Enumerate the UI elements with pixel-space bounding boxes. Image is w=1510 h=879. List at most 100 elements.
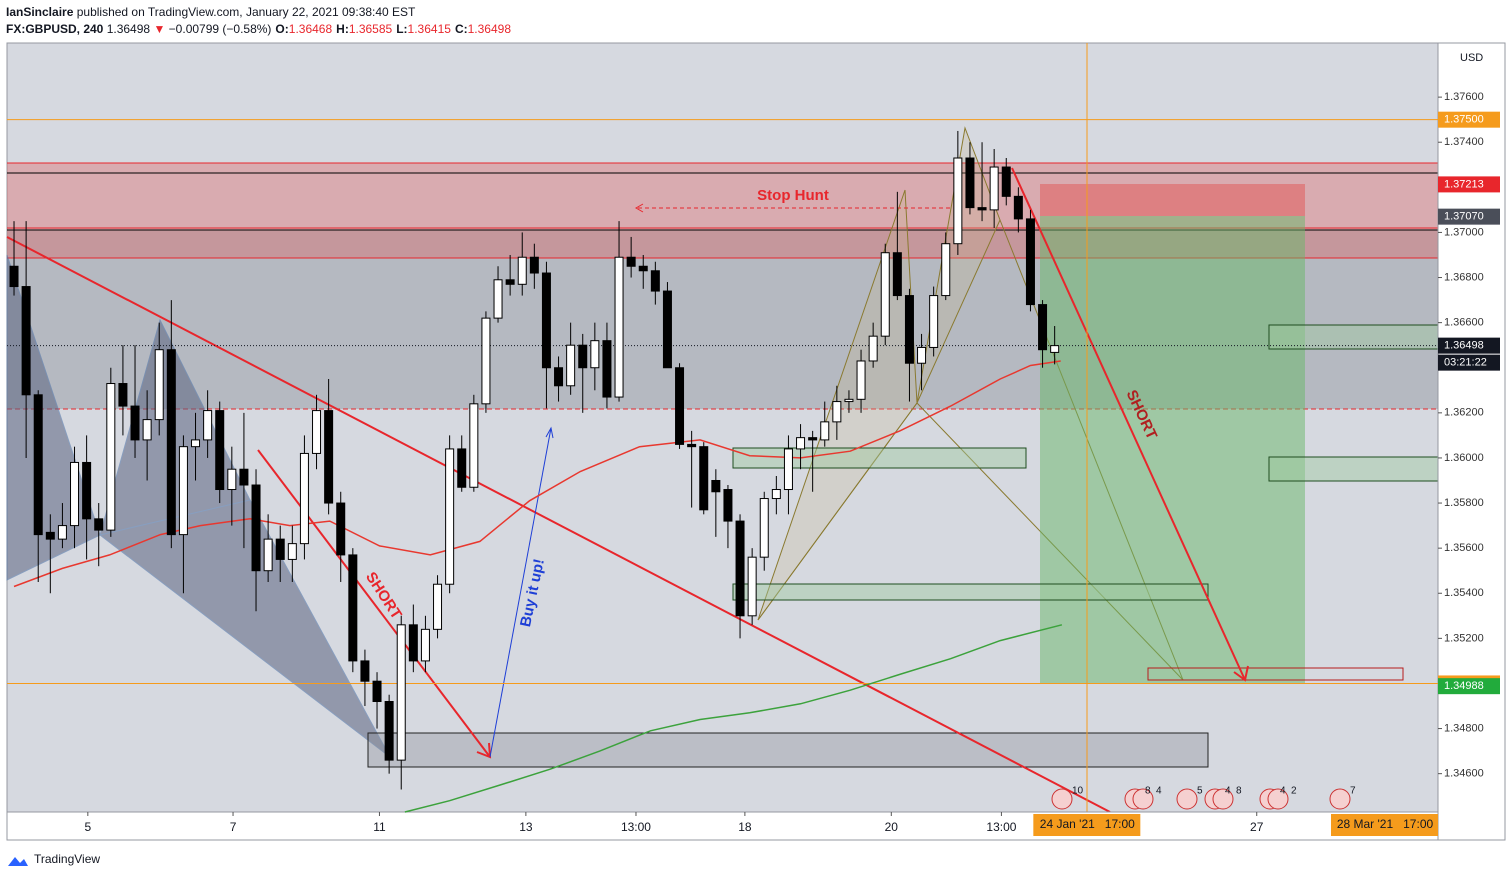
candle-body xyxy=(590,340,600,369)
event-count: 7 xyxy=(1350,786,1356,797)
candle-body xyxy=(989,166,999,211)
logo xyxy=(8,857,28,866)
candle-body xyxy=(747,556,757,617)
candle-body xyxy=(299,452,309,545)
candle-body xyxy=(493,279,503,319)
support-box xyxy=(367,732,1209,768)
time-axis xyxy=(6,811,1439,841)
candle-body xyxy=(771,489,781,500)
candle-body xyxy=(505,279,515,285)
price-label: 1.37500 xyxy=(1444,114,1484,126)
candle-body xyxy=(457,448,467,488)
candle-body xyxy=(602,340,612,398)
candle-body xyxy=(142,419,152,441)
candle-body xyxy=(57,525,67,540)
candle-body xyxy=(227,468,237,491)
y-tick-label: 1.35200 xyxy=(1444,632,1484,644)
y-tick-label: 1.34800 xyxy=(1444,722,1484,734)
candle-body xyxy=(578,344,588,369)
candle-body xyxy=(626,256,636,267)
candle-body xyxy=(687,443,697,448)
y-tick-label: 1.34600 xyxy=(1444,768,1484,780)
ohlc-label: O: xyxy=(275,22,288,36)
candle-body xyxy=(614,256,624,398)
candle-body xyxy=(1038,304,1048,351)
candle-body xyxy=(529,256,539,274)
date-highlight-label: 28 Mar '21 17:00 xyxy=(1337,817,1434,831)
event-icon xyxy=(1267,788,1289,810)
candle-body xyxy=(711,479,721,493)
y-tick-label: 1.36800 xyxy=(1444,271,1484,283)
candle-body xyxy=(856,360,866,400)
candle-body xyxy=(1001,166,1011,197)
candle-body xyxy=(1013,195,1023,220)
candle-body xyxy=(904,295,914,364)
author: IanSinclaire xyxy=(6,5,74,19)
ohlc-value: 1.36415 xyxy=(408,22,452,36)
candle-body xyxy=(263,538,273,572)
event-count: 4 xyxy=(1225,786,1231,797)
published: published on TradingView.com, January 22… xyxy=(77,5,416,19)
ohlc-label: H: xyxy=(336,22,349,36)
price-axis xyxy=(1437,42,1506,841)
candle-body xyxy=(94,518,104,531)
candle-body xyxy=(1050,345,1060,353)
event-icon xyxy=(1051,788,1073,810)
header-line-2: FX:GBPUSD, 240 1.36498 ▼ −0.00799 (−0.58… xyxy=(6,22,511,36)
y-tick-label: 1.35800 xyxy=(1444,497,1484,509)
candle-body xyxy=(820,421,830,441)
candle-body xyxy=(783,448,793,491)
candle-body xyxy=(892,252,902,297)
candle-body xyxy=(408,624,418,662)
ohlc-value: 1.36585 xyxy=(349,22,393,36)
candle-body xyxy=(275,538,285,560)
candle-body xyxy=(735,520,745,617)
candle-body xyxy=(481,317,491,405)
price-label: 1.37213 xyxy=(1444,178,1484,190)
timer: 03:21:22 xyxy=(1444,357,1487,369)
x-tick-label: 13:00 xyxy=(621,820,651,834)
buy-arrow xyxy=(489,426,554,758)
x-tick-label: 20 xyxy=(885,820,899,834)
target-zone xyxy=(1040,216,1305,684)
event-icon xyxy=(1329,788,1351,810)
candle-body xyxy=(929,295,939,348)
candle-body xyxy=(1025,218,1035,306)
target-box xyxy=(1147,667,1404,681)
price-label: 1.37070 xyxy=(1444,211,1484,223)
candle-body xyxy=(977,207,987,211)
event-count: 8 xyxy=(1236,786,1242,797)
price-label-box xyxy=(1438,111,1500,128)
footer-brand: TradingView xyxy=(34,852,100,866)
candle-body xyxy=(662,290,672,369)
ohlc-label: L: xyxy=(396,22,407,36)
ohlc-value: 1.36468 xyxy=(289,22,333,36)
ohlc-value: 1.36498 xyxy=(468,22,512,36)
y-tick-label: 1.37600 xyxy=(1444,91,1484,103)
timer-box xyxy=(1438,354,1500,371)
annotation: Stop Hunt xyxy=(757,187,829,204)
candle-body xyxy=(324,410,334,504)
candle-body xyxy=(130,405,140,441)
candle-body xyxy=(675,367,685,445)
candle-body xyxy=(759,498,769,558)
short-arrows xyxy=(257,167,1249,759)
event-count: 5 xyxy=(1197,786,1203,797)
x-tick-label: 13:00 xyxy=(986,820,1016,834)
candle-body xyxy=(215,410,225,491)
currency: USD xyxy=(1460,52,1483,64)
candle-body xyxy=(178,446,188,536)
x-tick-label: 27 xyxy=(1250,820,1264,834)
last: 1.36498 xyxy=(107,22,151,36)
moving-average xyxy=(404,624,1063,813)
header-line-1: IanSinclaire published on TradingView.co… xyxy=(6,5,416,19)
candle-body xyxy=(469,403,479,488)
candle-body xyxy=(396,624,406,761)
y-tick-label: 1.35400 xyxy=(1444,587,1484,599)
candle-body xyxy=(420,628,430,662)
event-count: 8 xyxy=(1145,786,1151,797)
candle-body xyxy=(82,461,92,520)
y-tick-label: 1.36200 xyxy=(1444,407,1484,419)
trend-line xyxy=(6,236,1111,813)
